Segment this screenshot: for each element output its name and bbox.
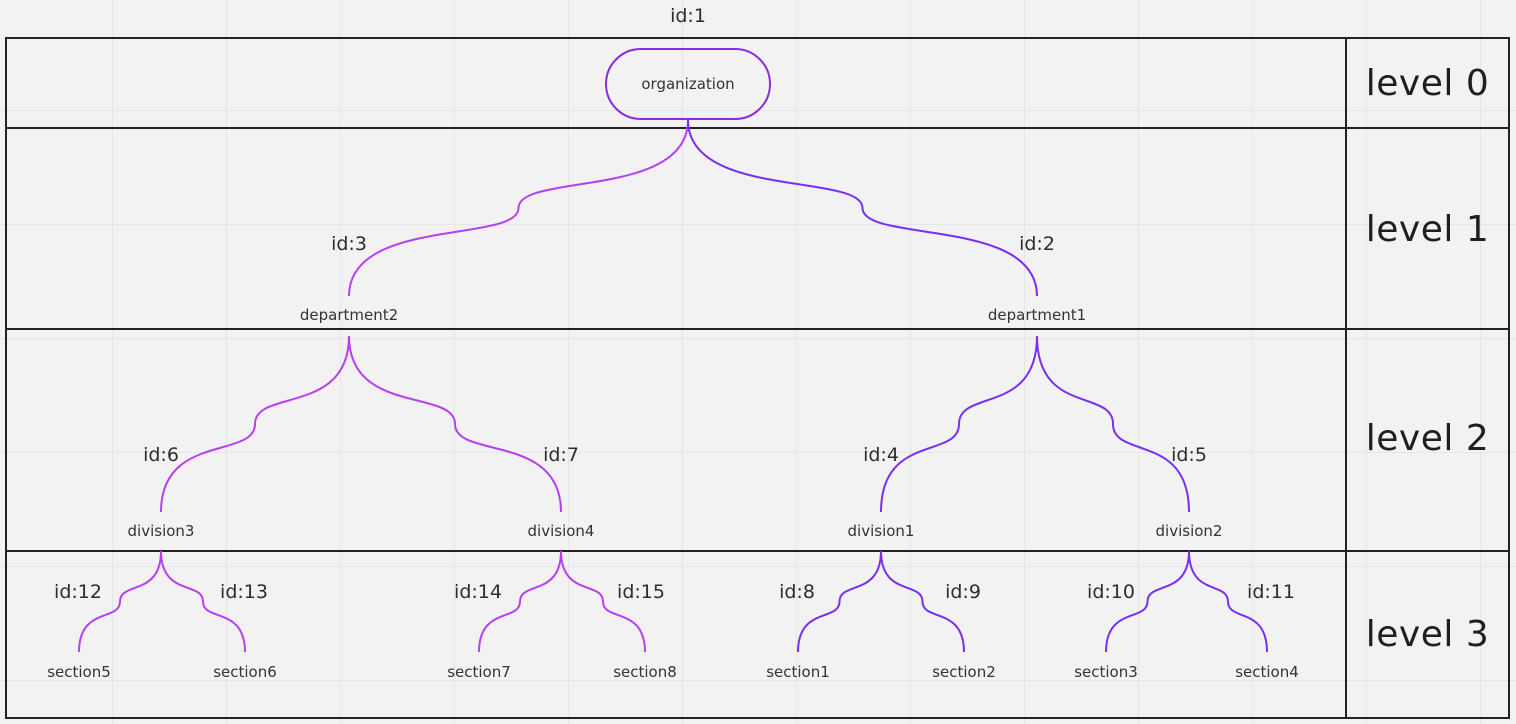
- node-id-organization: id:1: [670, 5, 706, 27]
- node-id-section3: id:10: [1087, 581, 1135, 603]
- node-id-department2: id:3: [331, 233, 367, 255]
- node-id-section1: id:8: [779, 581, 815, 603]
- node-id-division1: id:4: [863, 444, 899, 466]
- node-division2[interactable]: division2: [1155, 522, 1223, 540]
- node-section4[interactable]: section4: [1235, 663, 1299, 681]
- edge-division3-section6: [160, 550, 246, 653]
- edge-department2-division4: [348, 335, 562, 513]
- node-id-department1: id:2: [1019, 233, 1055, 255]
- edge-division2-section3: [1105, 550, 1190, 653]
- edge-division1-section1: [797, 550, 882, 653]
- node-id-section2: id:9: [945, 581, 981, 603]
- node-department2[interactable]: department2: [299, 306, 399, 324]
- node-id-section8: id:15: [617, 581, 665, 603]
- edge-department1-division2: [1036, 335, 1190, 513]
- node-organization[interactable]: organization: [605, 48, 771, 120]
- node-id-division4: id:7: [543, 444, 579, 466]
- edge-division4-section7: [478, 550, 562, 653]
- edge-department1-division1: [880, 335, 1038, 513]
- node-id-division2: id:5: [1171, 444, 1207, 466]
- node-id-section5: id:12: [54, 581, 102, 603]
- level-label-1: level 1: [1345, 127, 1510, 330]
- node-section6[interactable]: section6: [213, 663, 277, 681]
- node-id-section7: id:14: [454, 581, 502, 603]
- node-section8[interactable]: section8: [613, 663, 677, 681]
- edge-department2-division3: [160, 335, 350, 513]
- node-id-division3: id:6: [143, 444, 179, 466]
- edge-division4-section8: [560, 550, 646, 653]
- level-label-3: level 3: [1345, 550, 1510, 719]
- edge-organization-department1: [687, 119, 1038, 297]
- edge-organization-department2: [348, 119, 689, 297]
- edge-division3-section5: [78, 550, 162, 653]
- node-department1[interactable]: department1: [987, 306, 1087, 324]
- edge-division1-section2: [880, 550, 965, 653]
- node-section5[interactable]: section5: [47, 663, 111, 681]
- node-id-section4: id:11: [1247, 581, 1295, 603]
- node-section3[interactable]: section3: [1074, 663, 1138, 681]
- node-division4[interactable]: division4: [527, 522, 595, 540]
- node-section2[interactable]: section2: [932, 663, 996, 681]
- edge-division2-section4: [1188, 550, 1268, 653]
- node-id-section6: id:13: [220, 581, 268, 603]
- node-section7[interactable]: section7: [447, 663, 511, 681]
- node-section1[interactable]: section1: [766, 663, 830, 681]
- node-division1[interactable]: division1: [847, 522, 915, 540]
- node-division3[interactable]: division3: [127, 522, 195, 540]
